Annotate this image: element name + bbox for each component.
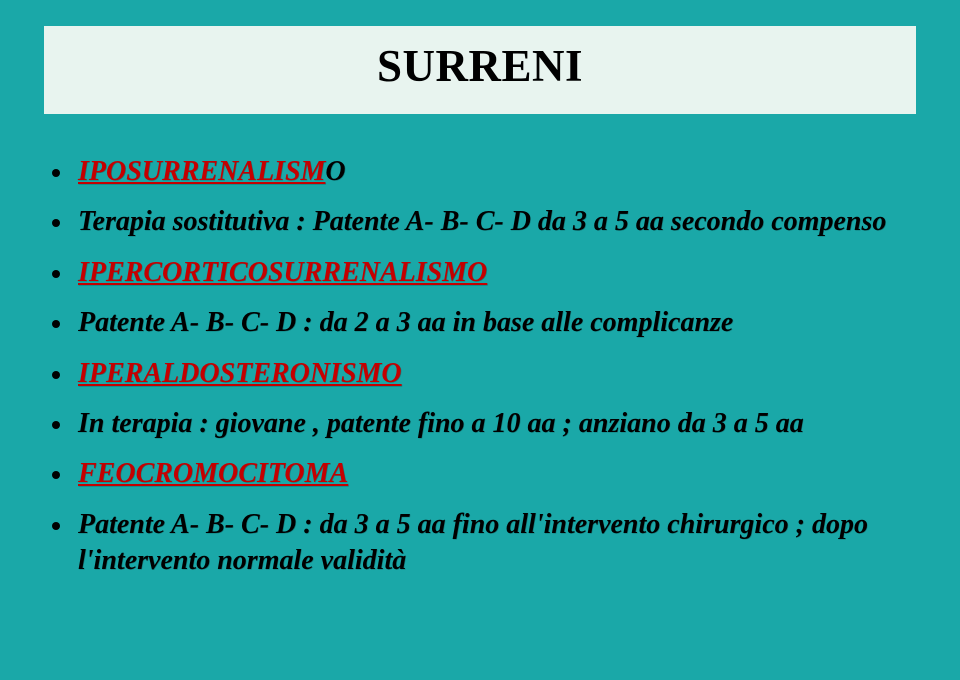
list-item: Patente A- B- C- D : da 2 a 3 aa in base…: [52, 305, 908, 341]
bullet-text: FEOCROMOCITOMA: [78, 456, 348, 492]
bullet-text: Patente A- B- C- D : da 3 a 5 aa fino al…: [78, 507, 908, 580]
bullet-icon: [52, 169, 60, 177]
list-item: IPERCORTICOSURRENALISMO: [52, 255, 908, 291]
bullet-icon: [52, 320, 60, 328]
bullet-icon: [52, 522, 60, 530]
list-item: In terapia : giovane , patente fino a 10…: [52, 406, 908, 442]
heading-red: IPOSURRENALISM: [78, 156, 325, 187]
bullet-text: IPERCORTICOSURRENALISMO: [78, 255, 487, 291]
list-item: Terapia sostitutiva : Patente A- B- C- D…: [52, 204, 908, 240]
heading-red: FEOCROMOCITOMA: [78, 458, 348, 489]
list-item: IPERALDOSTERONISMO: [52, 356, 908, 392]
bullet-text: IPOSURRENALISMO: [78, 154, 346, 190]
bullet-icon: [52, 371, 60, 379]
bullet-icon: [52, 270, 60, 278]
heading-red: IPERCORTICOSURRENALISMO: [78, 257, 487, 288]
list-item: FEOCROMOCITOMA: [52, 456, 908, 492]
bullet-icon: [52, 471, 60, 479]
bullet-text: Patente A- B- C- D : da 2 a 3 aa in base…: [78, 305, 733, 341]
list-item: IPOSURRENALISMO: [52, 154, 908, 190]
bullet-icon: [52, 421, 60, 429]
bullet-text: Terapia sostitutiva : Patente A- B- C- D…: [78, 204, 886, 240]
bullet-text: IPERALDOSTERONISMO: [78, 356, 402, 392]
list-item: Patente A- B- C- D : da 3 a 5 aa fino al…: [52, 507, 908, 580]
slide: SURRENI IPOSURRENALISMO Terapia sostitut…: [0, 0, 960, 680]
heading-red: IPERALDOSTERONISMO: [78, 358, 402, 389]
heading-tail: O: [325, 156, 345, 187]
title-band: SURRENI: [44, 26, 916, 114]
slide-title: SURRENI: [44, 40, 916, 92]
bullet-icon: [52, 219, 60, 227]
bullet-list: IPOSURRENALISMO Terapia sostitutiva : Pa…: [44, 154, 916, 580]
bullet-text: In terapia : giovane , patente fino a 10…: [78, 406, 804, 442]
